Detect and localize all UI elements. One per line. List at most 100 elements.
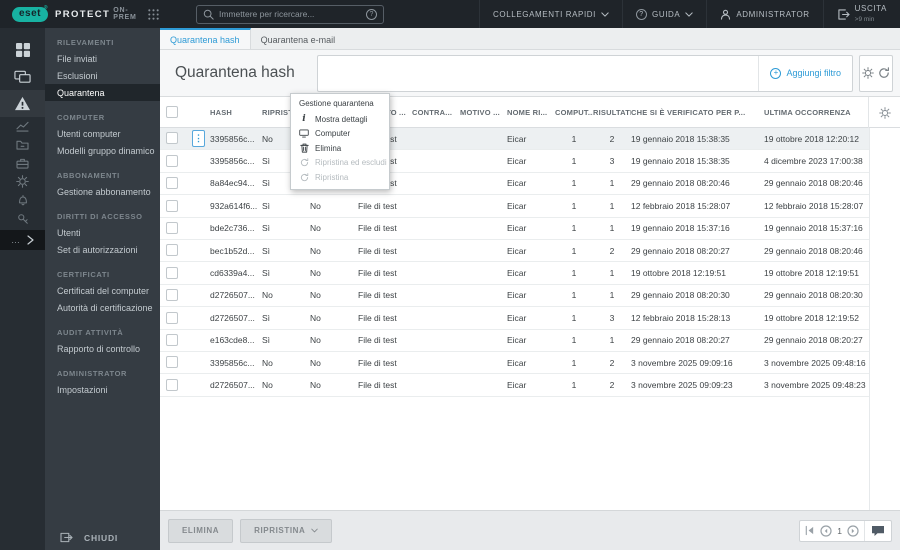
quick-links-menu[interactable]: COLLEGAMENTI RAPIDI — [479, 0, 622, 28]
filter-bar[interactable]: + Aggiungi filtro — [316, 54, 853, 92]
cell: 29 gennaio 2018 08:20:30 — [764, 290, 863, 301]
table-row[interactable]: 932a614f6... Sì No File di test Eicar 1 1 12 fe… — [160, 195, 900, 218]
row-actions-button[interactable]: ⋮ — [192, 130, 205, 148]
sidebar-item-detections[interactable] — [0, 90, 45, 117]
user-menu[interactable]: ADMINISTRATOR — [706, 0, 822, 28]
column-header-comput[interactable]: COMPUT... — [555, 108, 593, 117]
sidebar-item-status[interactable] — [0, 210, 45, 229]
add-filter-button[interactable]: + Aggiungi filtro — [758, 55, 852, 91]
table-row[interactable]: d2726507... Sì No File di test Eicar 1 3 12 feb… — [160, 307, 900, 330]
expand-chevron-icon[interactable] — [27, 235, 34, 245]
cell: 3395856c... — [210, 133, 255, 144]
table-row[interactable]: cd6339a4... Sì No File di test Eicar 1 1 19 ott… — [160, 262, 900, 285]
cell: bec1b52d... — [210, 245, 255, 256]
row-checkbox[interactable] — [166, 311, 178, 324]
next-page-icon[interactable] — [847, 524, 859, 537]
cell: 29 gennaio 2018 08:20:27 — [631, 245, 730, 256]
sidebar-item-set-di-autorizzazioni[interactable]: Set di autorizzazioni — [57, 244, 138, 255]
column-header-motivo[interactable]: MOTIVO ... — [460, 108, 500, 117]
cell: d2726507... — [210, 290, 255, 301]
menu-item-mostra-dettagli[interactable]: i Mostra dettagli — [291, 112, 389, 127]
feedback-bubble-icon[interactable] — [864, 520, 887, 541]
row-checkbox[interactable] — [166, 289, 178, 302]
row-checkbox[interactable] — [166, 356, 178, 369]
help-menu[interactable]: ? GUIDA — [622, 0, 706, 28]
ripristina-label: RIPRISTINA — [254, 526, 306, 535]
row-checkbox[interactable] — [166, 244, 178, 257]
sidebar-item-utenti[interactable]: Utenti — [57, 227, 81, 238]
column-header-che-si-verificato-per-p[interactable]: CHE SI È VERIFICATO PER P... — [631, 108, 746, 117]
sidebar-item-tasks[interactable] — [0, 136, 45, 155]
app-switcher-grid-icon[interactable] — [147, 8, 160, 21]
cell: 3 — [609, 312, 615, 323]
table-row[interactable]: 3395856c... No No File di test Eicar 1 2 3 nove… — [160, 352, 900, 375]
search-help-icon[interactable]: ? — [366, 8, 377, 20]
column-header-riprist[interactable]: RIPRIST... — [262, 108, 300, 117]
sidebar-item-certificati-del-computer[interactable]: Certificati del computer — [57, 285, 150, 296]
table-row[interactable]: d2726507... No No File di test Eicar 1 1 29 gen… — [160, 285, 900, 308]
sidebar-item-impostazioni[interactable]: Impostazioni — [57, 384, 108, 395]
settings-gear-icon[interactable] — [862, 67, 874, 79]
sidebar-item-utenti-computer[interactable]: Utenti computer — [57, 128, 121, 139]
select-all-checkbox[interactable] — [166, 106, 178, 119]
row-checkbox[interactable] — [166, 378, 178, 391]
cell: 1 — [571, 268, 577, 279]
menu-item-elimina[interactable]: Elimina — [291, 141, 389, 156]
sidebar-more-row[interactable]: … — [0, 230, 45, 250]
table-row[interactable]: bde2c736... Sì No File di test Eicar 1 1 19 gen… — [160, 218, 900, 240]
table-row[interactable]: bec1b52d... Sì No File di test Eicar 1 2 29 gen… — [160, 240, 900, 263]
cell: No — [310, 290, 321, 301]
row-checkbox[interactable] — [166, 132, 178, 145]
prev-page-icon[interactable] — [820, 524, 832, 537]
sidebar-item-gestione-abbonamento[interactable]: Gestione abbonamento — [57, 186, 151, 197]
cell: 1 — [571, 290, 577, 301]
global-search[interactable]: ? — [196, 4, 384, 24]
table-row[interactable]: d2726507... No No File di test Eicar 1 2 3 nove… — [160, 374, 900, 397]
menu-item-computer[interactable]: Computer — [291, 127, 389, 142]
sidebar-item-autorit-di-certificazione[interactable]: Autorità di certificazione — [57, 302, 153, 313]
columns-gear-icon[interactable] — [868, 97, 900, 128]
refresh-icon[interactable] — [878, 67, 890, 79]
row-checkbox[interactable] — [166, 333, 178, 346]
sidebar-item-esclusioni[interactable]: Esclusioni — [57, 70, 98, 81]
elimina-button[interactable]: ELIMINA — [168, 518, 234, 543]
column-header-contra[interactable]: CONTRA... — [412, 108, 453, 117]
row-checkbox[interactable] — [166, 154, 178, 167]
logout-button[interactable]: USCITA >9 min — [822, 0, 900, 28]
cell: 19 ottobre 2018 12:19:51 — [631, 268, 726, 279]
column-header-ultima-occorrenza[interactable]: ULTIMA OCCORRENZA — [764, 108, 851, 117]
column-header-nome-ri[interactable]: NOME RI... — [507, 108, 548, 117]
ripristina-button[interactable]: RIPRISTINA — [240, 518, 333, 543]
help-icon: ? — [636, 8, 648, 20]
column-header-hash[interactable]: HASH — [210, 108, 233, 117]
cell: No — [310, 245, 321, 256]
tab-quarantena-email[interactable]: Quarantena e-mail — [260, 34, 336, 45]
sidebar-item-dashboard[interactable] — [0, 36, 45, 63]
sidebar-item-quarantena[interactable]: Quarantena — [45, 84, 160, 101]
column-header-risultati[interactable]: RISULTATI — [593, 108, 631, 117]
row-checkbox[interactable] — [166, 266, 178, 279]
sidebar-item-installers[interactable] — [0, 154, 45, 173]
search-input[interactable] — [219, 9, 361, 19]
sidebar-item-policies[interactable] — [0, 173, 45, 192]
row-checkbox[interactable] — [166, 177, 178, 190]
row-checkbox[interactable] — [166, 199, 178, 212]
sidebar-item-file-inviati[interactable]: File inviati — [57, 53, 98, 64]
sidebar-item-modelli-gruppo-dinamico[interactable]: Modelli gruppo dinamico — [57, 145, 155, 156]
sidebar-section-rilevamenti: RILEVAMENTI — [57, 38, 114, 47]
tab-quarantena-hash[interactable]: Quarantena hash — [160, 28, 251, 49]
sidebar-item-rapporto-di-controllo[interactable]: Rapporto di controllo — [57, 343, 141, 354]
first-page-icon[interactable] — [804, 525, 815, 536]
eset-logo[interactable]: eset ® — [12, 5, 49, 22]
cell: 1 — [571, 312, 577, 323]
sidebar-item-computers[interactable] — [0, 63, 45, 90]
cell: No — [262, 379, 273, 390]
sidebar-item-notifications[interactable] — [0, 191, 45, 210]
table-row[interactable]: e163cde8... Sì No File di test Eicar 1 1 29 gen… — [160, 330, 900, 352]
row-checkbox[interactable] — [166, 222, 178, 235]
sidebar-item-reports[interactable] — [0, 117, 45, 136]
collapse-sidebar-button[interactable]: CHIUDI — [45, 532, 160, 543]
